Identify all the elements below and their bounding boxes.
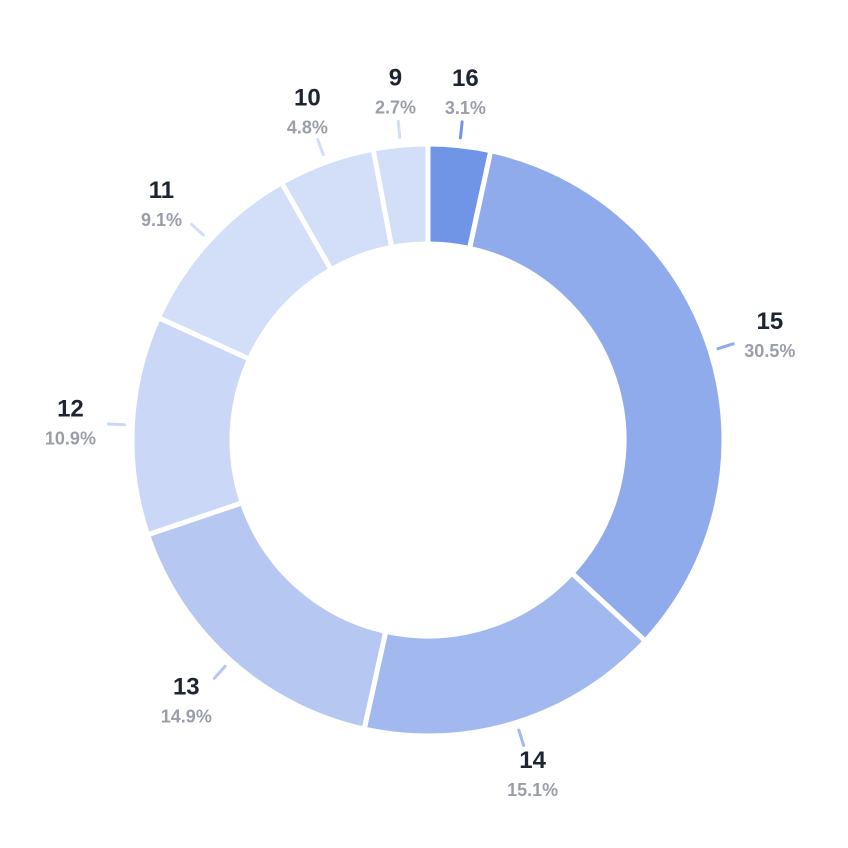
slice-label-11: 11 bbox=[149, 177, 174, 204]
slice-percent-12: 10.9% bbox=[45, 429, 96, 449]
slice-label-13: 13 bbox=[173, 674, 200, 701]
slice-percent-13: 14.9% bbox=[161, 707, 212, 727]
slices-group bbox=[129, 141, 727, 739]
leader-lines-group bbox=[106, 119, 735, 747]
labels-group: 16 3.1% 15 30.5% 14 15.1% 13 14.9% 12 10.9% 11 9.1%… bbox=[45, 65, 795, 800]
slice-label-16: 16 bbox=[452, 65, 479, 92]
slice-percent-16: 3.1% bbox=[445, 98, 486, 118]
leader-line-13 bbox=[212, 664, 227, 680]
leader-line-11 bbox=[190, 222, 205, 237]
slice-label-14: 14 bbox=[519, 747, 546, 774]
donut-slice-9 bbox=[370, 141, 431, 251]
slice-percent-11: 9.1% bbox=[141, 210, 182, 230]
slice-label-15: 15 bbox=[756, 308, 783, 335]
slice-label-12: 12 bbox=[57, 396, 84, 423]
slice-label-9: 9 bbox=[389, 65, 402, 92]
leader-line-15 bbox=[716, 342, 735, 351]
leader-line-14 bbox=[517, 728, 526, 747]
slice-label-10: 10 bbox=[294, 84, 321, 111]
slice-percent-10: 4.8% bbox=[287, 117, 328, 137]
leader-line-10 bbox=[316, 138, 325, 157]
leader-line-9 bbox=[396, 119, 402, 139]
slice-percent-14: 15.1% bbox=[507, 780, 558, 800]
leader-line-16 bbox=[458, 120, 464, 140]
slice-percent-15: 30.5% bbox=[744, 341, 795, 361]
slice-percent-9: 2.7% bbox=[375, 98, 416, 118]
leader-line-12 bbox=[106, 422, 126, 427]
donut-slice-15 bbox=[466, 147, 727, 645]
